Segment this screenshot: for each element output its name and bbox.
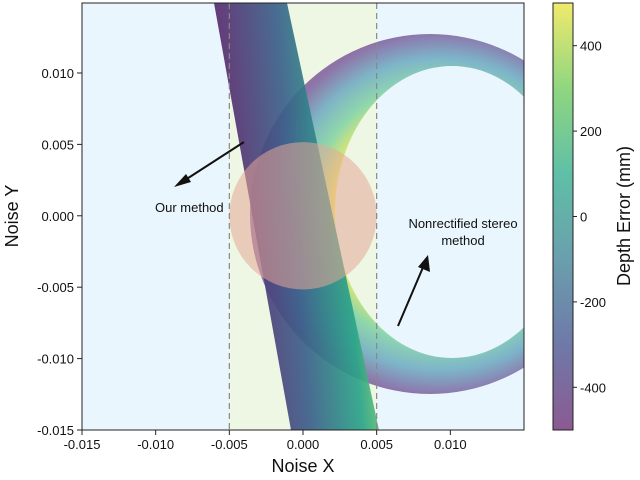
colorbar-tick-label: -400 [580,380,606,395]
colorbar-tick-label: 400 [580,39,602,54]
y-tick-label: -0.015 [37,423,74,438]
y-tick-label: -0.010 [37,352,74,367]
x-axis-label: Noise X [271,456,334,475]
x-tick-label: -0.005 [211,437,248,452]
y-tick-label: 0.010 [41,66,74,81]
y-tick-label: 0.005 [41,137,74,152]
x-tick-label: 0.010 [434,437,467,452]
nonrectified-arrowhead [418,255,430,272]
x-tick-label: 0.005 [360,437,393,452]
our-method-label: Our method [155,200,224,215]
colorbar-tick-label: -200 [580,295,606,310]
colorbar [552,2,574,431]
y-tick-label: -0.005 [37,280,74,295]
x-tick-label: -0.015 [64,437,101,452]
our-method-arrowhead [174,174,191,187]
x-tick-label: 0.000 [287,437,320,452]
our-method-arrow [181,141,245,183]
x-tick-label: -0.010 [137,437,174,452]
colorbar-tick-label: 0 [580,210,587,225]
y-tick-label: 0.000 [41,209,74,224]
colorbar-tick-label: 200 [580,124,602,139]
nonrectified-arrow [397,264,425,327]
y-axis-label: Noise Y [2,185,22,248]
colorbar-label: Depth Error (mm) [614,146,634,286]
noise-circle [229,142,377,290]
nonrectified-label-line2: method [441,233,484,248]
nonrectified-label-line1: Nonrectified stereo [408,216,517,231]
